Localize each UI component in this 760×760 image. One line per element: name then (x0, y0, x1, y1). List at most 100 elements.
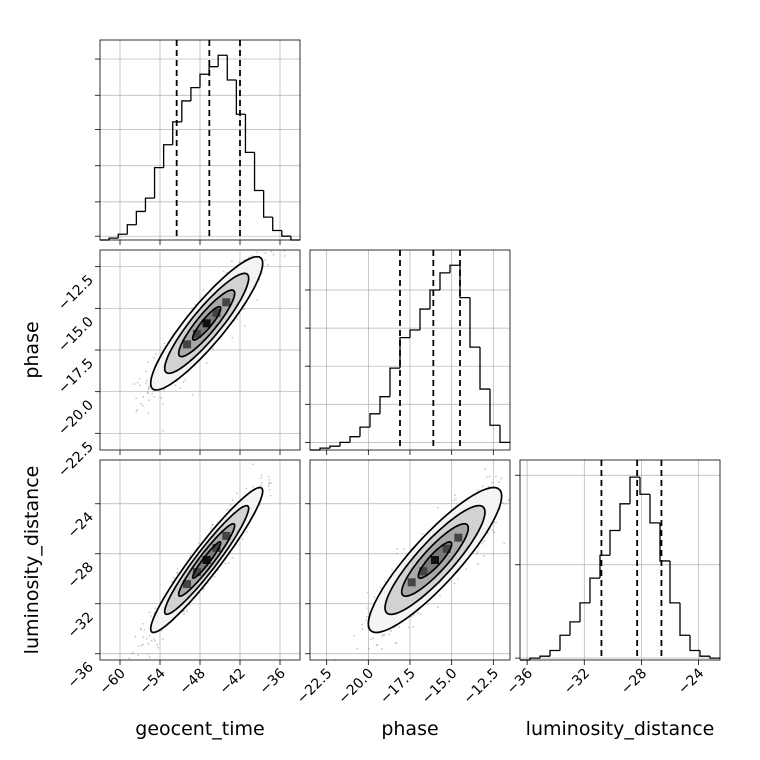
hist-bin-luminosity_distance-1 (529, 657, 540, 660)
hist-bin-phase-4 (349, 436, 360, 443)
contour-line-0-2 (163, 272, 250, 375)
sample-point (365, 615, 368, 618)
sample-point (135, 410, 138, 413)
sample-point (454, 494, 457, 497)
sample-point (171, 580, 174, 583)
hist-bin-geocent_time-4 (135, 210, 146, 225)
hist-bin-geocent_time-1 (108, 237, 119, 240)
ytick-label-luminosity_distance-1: −28 (65, 559, 97, 591)
sample-point (202, 587, 205, 590)
sample-point (390, 630, 392, 633)
xtick-label-geocent_time-3: −42 (217, 666, 249, 698)
sample-point (267, 475, 270, 478)
sample-point (154, 607, 157, 610)
hist-bin-geocent_time-3 (126, 224, 137, 235)
sample-point (398, 626, 401, 628)
sample-point (267, 263, 270, 266)
sample-point (211, 523, 213, 526)
sample-point (483, 540, 486, 543)
sample-point (260, 474, 263, 476)
sample-point (439, 594, 441, 597)
sample-point (136, 381, 139, 384)
sample-point (154, 640, 157, 642)
sample-point (150, 639, 153, 642)
sample-point (243, 325, 246, 327)
sample-point (202, 289, 205, 292)
sample-point (163, 388, 165, 391)
sample-point (268, 479, 271, 481)
sample-point (408, 626, 410, 629)
hist-bin-geocent_time-9 (181, 100, 191, 122)
xtick-label-phase-3: −15.0 (419, 666, 461, 708)
sample-point (152, 390, 155, 393)
sample-point (130, 652, 133, 655)
sample-point (417, 612, 419, 614)
hist-bin-geocent_time-19 (272, 217, 282, 232)
sample-point (252, 485, 255, 488)
sample-point (530, 448, 532, 450)
hist-bin-phase-1 (319, 447, 330, 450)
sample-point (163, 342, 166, 345)
sample-point (500, 477, 503, 480)
sample-point (137, 654, 139, 657)
sample-point (475, 553, 478, 555)
hist-bin-geocent_time-18 (262, 190, 273, 218)
sample-point (412, 625, 414, 628)
hist-bin-geocent_time-14 (226, 55, 237, 81)
sample-point (244, 248, 246, 250)
sample-point (361, 628, 364, 630)
hist-bin-luminosity_distance-11 (629, 476, 640, 504)
sample-point (147, 652, 150, 655)
sample-point (283, 250, 286, 252)
sample-point (138, 377, 141, 380)
hist-bin-geocent_time-7 (162, 144, 173, 168)
sample-point (453, 499, 456, 502)
density-panel-phase-luminosity_distance (310, 448, 532, 687)
density-peak-cell-2-4 (454, 533, 463, 542)
sample-point (488, 475, 491, 478)
sample-point (245, 487, 248, 490)
sample-point (149, 615, 152, 617)
sample-point (241, 537, 244, 540)
sample-point (512, 498, 514, 500)
sample-point (383, 633, 386, 636)
sample-point (260, 484, 262, 487)
sample-point (156, 643, 159, 646)
density-peak-cell-0-4 (222, 298, 231, 307)
sample-point (295, 444, 297, 446)
sample-point (225, 271, 228, 274)
sample-point (236, 492, 238, 495)
sample-point (530, 469, 532, 471)
sample-point (366, 607, 369, 610)
sample-point (437, 506, 439, 509)
sample-point (191, 307, 194, 310)
sample-point (176, 567, 179, 570)
hist-bin-luminosity_distance-4 (559, 634, 570, 651)
density-peak-cell-0-2 (202, 319, 211, 328)
sample-point (366, 591, 369, 594)
hist-bin-phase-5 (359, 426, 370, 437)
sample-point (481, 542, 484, 545)
hist-bin-phase-18 (489, 389, 500, 426)
contour-line-0-3 (149, 255, 264, 391)
tick-labels: −60 −54 −48 −42 −36 −22.5 −20.0 −17.5 −15.0 −12.5… (55, 272, 707, 707)
hist-phase-frame (309, 249, 511, 451)
hist-bin-phase-17 (479, 347, 490, 390)
sample-point (361, 623, 363, 626)
ytick-label-luminosity_distance-2: −32 (65, 609, 97, 641)
sample-point (230, 260, 233, 263)
sample-point (145, 637, 148, 640)
hist-bin-phase-6 (369, 413, 380, 428)
sample-point (148, 386, 150, 388)
sample-point (213, 575, 216, 578)
hist-bin-geocent_time-10 (190, 86, 200, 101)
sample-point (144, 370, 147, 373)
density-peak-cell-2-2 (431, 556, 439, 564)
sample-point (335, 685, 337, 687)
sample-point (172, 576, 175, 579)
sample-point (264, 252, 267, 254)
sample-point (159, 346, 162, 349)
density-peak-cell-2-1 (419, 567, 428, 576)
sample-point (491, 528, 494, 531)
